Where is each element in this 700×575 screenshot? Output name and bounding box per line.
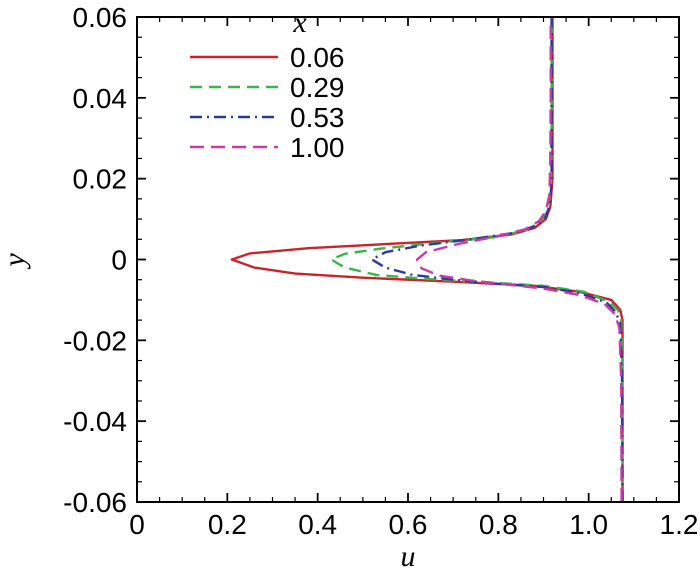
y-tick-label: 0: [111, 245, 127, 276]
series-line-4: [415, 17, 623, 503]
y-tick-label: 0.06: [73, 2, 128, 33]
plot-frame: [136, 16, 680, 503]
series-lines: [230, 17, 624, 503]
x-axis-title: u: [401, 540, 416, 573]
y-tick-label: -0.06: [63, 487, 127, 518]
y-tick-label: -0.02: [63, 325, 127, 356]
y-tick-label: 0.02: [73, 164, 128, 195]
x-tick-label: 0.6: [389, 509, 428, 540]
y-tick-label: -0.04: [63, 406, 127, 437]
legend-label-3: 0.53: [290, 102, 345, 133]
y-tick-labels: 0.06 0.04 0.02 0 -0.02 -0.04 -0.06: [63, 2, 127, 518]
x-tick-label: 0.8: [479, 509, 518, 540]
series-line-3: [370, 17, 624, 503]
legend-label-1: 0.06: [290, 42, 345, 73]
y-axis-title: y: [0, 253, 31, 270]
axis-ticks: [136, 16, 680, 503]
x-tick-labels: 0 0.2 0.4 0.6 0.8 1.0 1.2: [129, 509, 698, 540]
legend-title: x: [292, 6, 307, 39]
legend-label-2: 0.29: [290, 72, 345, 103]
series-line-2: [330, 17, 624, 502]
x-tick-label: 1.0: [569, 509, 608, 540]
x-tick-label: 0.4: [298, 509, 337, 540]
legend-label-4: 1.00: [290, 132, 345, 163]
x-tick-label: 0.2: [208, 509, 247, 540]
x-tick-label: 1.2: [660, 509, 699, 540]
y-tick-label: 0.04: [73, 83, 128, 114]
x-tick-label: 0: [129, 509, 145, 540]
legend: 0.060.290.531.00: [190, 42, 345, 163]
